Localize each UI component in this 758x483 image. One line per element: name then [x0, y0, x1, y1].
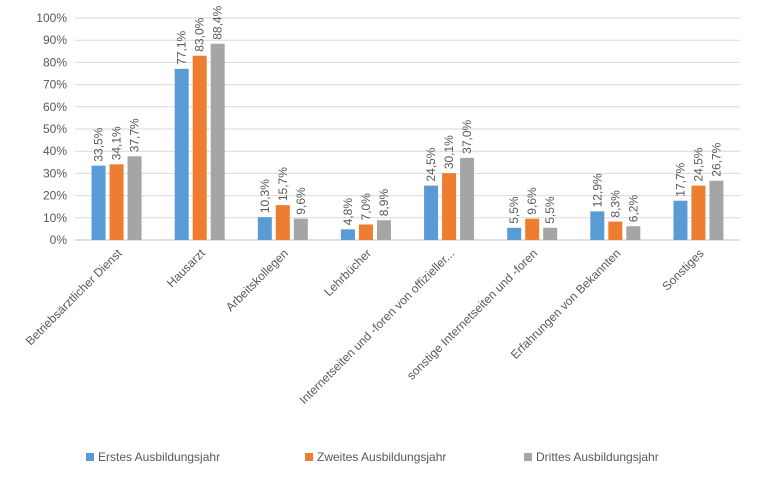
category-label: Lehrbücher — [321, 246, 374, 299]
y-tick-label: 70% — [43, 78, 67, 92]
legend-label: Drittes Ausbildungsjahr — [536, 450, 659, 464]
bar-2 — [525, 218, 540, 240]
legend-label: Zweites Ausbildungsjahr — [317, 450, 446, 464]
y-tick-label: 80% — [43, 55, 67, 69]
bar-2 — [192, 55, 207, 240]
legend-swatch — [305, 453, 313, 461]
category-labels: Betriebsärztlicher Dienst Hausarzt Arbeits… — [23, 246, 707, 407]
legend: Erstes Ausbildungsjahr Zweites Ausbildung… — [86, 450, 659, 464]
category-label: sonstige Internetseiten und -foren — [404, 246, 540, 382]
bar-1 — [257, 217, 272, 240]
bar-3 — [127, 156, 142, 240]
bar-1 — [590, 211, 605, 240]
data-label: 30,1% — [442, 135, 456, 169]
bar-2 — [275, 205, 290, 240]
y-tick-label: 10% — [43, 211, 67, 225]
y-axis-ticks: 0% 10% 20% 30% 40% 50% 60% 70% 80% 90% 100% — [36, 11, 67, 247]
legend-swatch — [86, 453, 94, 461]
data-label: 4,8% — [341, 198, 355, 226]
data-label: 10,3% — [258, 179, 272, 213]
data-label: 6,2% — [626, 195, 640, 223]
data-label: 37,0% — [460, 120, 474, 154]
y-tick-label: 40% — [43, 144, 67, 158]
bar-3 — [626, 226, 641, 240]
y-tick-label: 100% — [36, 11, 67, 25]
data-label: 5,5% — [507, 196, 521, 224]
y-tick-label: 60% — [43, 100, 67, 114]
bars — [91, 43, 724, 240]
data-label: 17,7% — [673, 162, 687, 196]
category-label: Arbeitskollegen — [223, 246, 291, 314]
data-labels: 33,5% 34,1% 37,7% 77,1% 83,0% 88,4% 10,3% 15,7%… — [92, 5, 724, 225]
bar-2 — [691, 185, 706, 240]
bar-3 — [293, 218, 308, 240]
bar-3 — [460, 157, 475, 240]
data-label: 77,1% — [175, 30, 189, 64]
bar-1 — [91, 165, 106, 240]
legend-swatch — [524, 453, 532, 461]
data-label: 12,9% — [590, 173, 604, 207]
data-label: 8,3% — [608, 190, 622, 218]
data-label: 9,6% — [294, 187, 308, 215]
bar-1 — [424, 185, 439, 240]
data-label: 34,1% — [110, 126, 124, 160]
y-tick-label: 0% — [50, 233, 68, 247]
data-label: 9,6% — [525, 187, 539, 215]
data-label: 33,5% — [92, 127, 106, 161]
bar-1 — [174, 68, 189, 240]
y-tick-label: 90% — [43, 33, 67, 47]
y-tick-label: 30% — [43, 166, 67, 180]
data-label: 26,7% — [709, 142, 723, 176]
bar-1 — [507, 227, 522, 240]
data-label: 88,4% — [211, 5, 225, 39]
data-label: 7,0% — [359, 193, 373, 221]
category-label: Sonstiges — [659, 246, 706, 293]
bar-1 — [673, 200, 688, 240]
data-label: 83,0% — [193, 17, 207, 51]
bar-3 — [543, 227, 558, 240]
category-label: Hausarzt — [164, 246, 208, 290]
bar-2 — [358, 224, 373, 240]
y-tick-label: 20% — [43, 189, 67, 203]
data-label: 24,5% — [691, 147, 705, 181]
legend-label: Erstes Ausbildungsjahr — [98, 450, 220, 464]
data-label: 5,5% — [543, 196, 557, 224]
y-tick-label: 50% — [43, 122, 67, 136]
data-label: 8,9% — [377, 189, 391, 217]
data-label: 37,7% — [128, 118, 142, 152]
bar-2 — [109, 164, 124, 240]
data-label: 24,5% — [424, 147, 438, 181]
bar-3 — [376, 220, 391, 240]
bar-3 — [709, 180, 724, 240]
bar-3 — [210, 43, 225, 240]
category-label: Internetseiten und -foren von offizielle… — [296, 246, 457, 407]
category-label: Betriebsärztlicher Dienst — [23, 246, 125, 348]
bar-2 — [442, 173, 457, 240]
bar-1 — [340, 229, 355, 240]
data-label: 15,7% — [276, 167, 290, 201]
bar-2 — [608, 221, 623, 240]
